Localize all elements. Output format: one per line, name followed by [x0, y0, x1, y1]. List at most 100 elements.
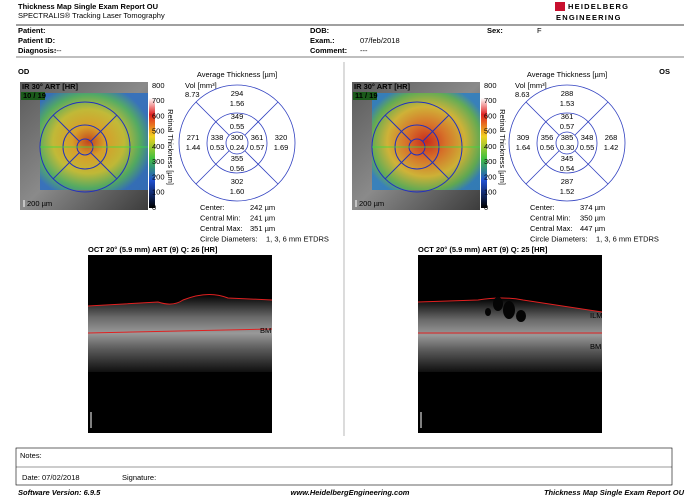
stat-value: 1, 3, 6 mm ETDRS: [596, 234, 659, 243]
sector-volume: 0.57: [250, 143, 265, 152]
sector-spoke: [574, 101, 609, 136]
oct-cyst: [485, 308, 491, 316]
color-scale-tick: 700: [152, 96, 165, 105]
sector-volume: 0.54: [560, 164, 575, 173]
stat-label: Central Max:: [530, 224, 573, 233]
notes-signature: Signature:: [122, 473, 156, 482]
frame-badge: [353, 92, 377, 100]
sex-value: F: [537, 26, 542, 35]
etdrs-spoke: [422, 114, 450, 142]
oct-scale-label: 200 µm: [423, 421, 448, 430]
sector-ring: [508, 84, 626, 202]
sector-thickness: 361: [251, 133, 264, 142]
stat-label: Central Max:: [200, 224, 243, 233]
oct-bm-line: [87, 328, 273, 334]
total-volume: 8.73: [185, 90, 200, 99]
etdrs-spoke: [90, 114, 118, 142]
sector-volume: 1.69: [274, 143, 289, 152]
color-scale-title: Retinal Thickness [µm]: [166, 109, 175, 185]
sector-volume: 1.56: [230, 99, 245, 108]
sector-thickness: 271: [187, 133, 200, 142]
sector-thickness: 385: [561, 133, 574, 142]
sector-ring: [206, 112, 268, 174]
volume-label: Vol [mm³]: [515, 81, 547, 90]
patient-label: Patient:: [18, 26, 46, 35]
etdrs-spoke: [52, 152, 80, 180]
etdrs-spoke: [90, 152, 118, 180]
sector-thickness: 309: [517, 133, 530, 142]
color-scale-tick: 0: [152, 203, 156, 212]
sector-volume: 1.64: [516, 143, 531, 152]
oct-bm-label: BM: [260, 326, 271, 335]
sector-spoke: [195, 101, 230, 136]
sector-volume: 1.53: [560, 99, 575, 108]
sector-spoke: [244, 150, 279, 185]
eye-label: OD: [18, 67, 30, 76]
notes-date: Date: 07/02/2018: [22, 473, 80, 482]
color-scale-tick: 600: [484, 111, 497, 120]
logo-mark: [555, 2, 565, 11]
oct-ilm-line: [87, 294, 273, 307]
sector-volume: 0.55: [580, 143, 595, 152]
sector-spoke: [244, 101, 279, 136]
color-scale-title: Retinal Thickness [µm]: [498, 109, 507, 185]
color-scale-tick: 0: [484, 203, 488, 212]
oct-cyst: [516, 310, 526, 322]
volume-label: Vol [mm³]: [185, 81, 217, 90]
comment-value: ---: [360, 46, 368, 55]
footer-report: Thickness Map Single Exam Report OU: [544, 488, 685, 497]
sector-volume: 1.42: [604, 143, 619, 152]
color-scale-tick: 500: [152, 127, 165, 136]
color-scale-tick: 100: [152, 188, 165, 197]
sector-thickness: 355: [231, 154, 244, 163]
color-scale-tick: 200: [152, 172, 165, 181]
color-scale-bar: [149, 98, 155, 208]
footer-website: www.HeidelbergEngineering.com: [291, 488, 410, 497]
stat-label: Center:: [200, 203, 225, 212]
color-scale-tick: 200: [484, 172, 497, 181]
sector-thickness: 300: [231, 133, 244, 142]
stat-label: Center:: [530, 203, 555, 212]
sector-thickness: 345: [561, 154, 574, 163]
sector-thickness: 356: [541, 133, 554, 142]
sector-thickness: 361: [561, 112, 574, 121]
color-scale-tick: 300: [152, 157, 165, 166]
exam-label: Exam.:: [310, 36, 335, 45]
notes-label: Notes:: [20, 451, 42, 460]
sector-volume: 0.56: [230, 164, 245, 173]
stat-value: 350 µm: [580, 213, 605, 222]
fundus-scale-label: 200 µm: [359, 199, 384, 208]
oct-label: OCT 20° (5.9 mm) ART (9) Q: 26 [HR]: [88, 245, 218, 254]
dob-label: DOB:: [310, 26, 329, 35]
sector-ring: [178, 84, 296, 202]
sector-thickness: 338: [211, 133, 224, 142]
etdrs-spoke: [52, 114, 80, 142]
stat-value: 351 µm: [250, 224, 275, 233]
footer-software: Software Version: 6.9.5: [18, 488, 101, 497]
sector-title: Average Thickness [µm]: [197, 70, 277, 79]
oct-bm-label: BM: [590, 342, 601, 351]
etdrs-spoke: [384, 114, 412, 142]
sector-volume: 0.30: [560, 143, 575, 152]
sector-spoke: [525, 101, 560, 136]
sector-volume: 1.44: [186, 143, 201, 152]
sector-thickness: 294: [231, 89, 244, 98]
sector-thickness: 349: [231, 112, 244, 121]
logo-line-1: HEIDELBERG: [568, 2, 629, 11]
sector-thickness: 288: [561, 89, 574, 98]
sector-spoke: [525, 150, 560, 185]
sector-thickness: 302: [231, 177, 244, 186]
diagnosis-label: Diagnosis:: [18, 46, 56, 55]
color-scale-tick: 800: [484, 81, 497, 90]
sector-volume: 1.52: [560, 187, 575, 196]
sector-volume: 0.24: [230, 143, 245, 152]
sector-volume: 0.53: [210, 143, 225, 152]
fundus-scale-label: 200 µm: [27, 199, 52, 208]
frame-counter: 10 / 19: [23, 91, 46, 100]
oct-label: OCT 20° (5.9 mm) ART (9) Q: 25 [HR]: [418, 245, 548, 254]
stat-label: Central Min:: [200, 213, 240, 222]
oct-cyst: [503, 301, 515, 319]
sector-ring: [555, 131, 579, 155]
etdrs-spoke: [422, 152, 450, 180]
